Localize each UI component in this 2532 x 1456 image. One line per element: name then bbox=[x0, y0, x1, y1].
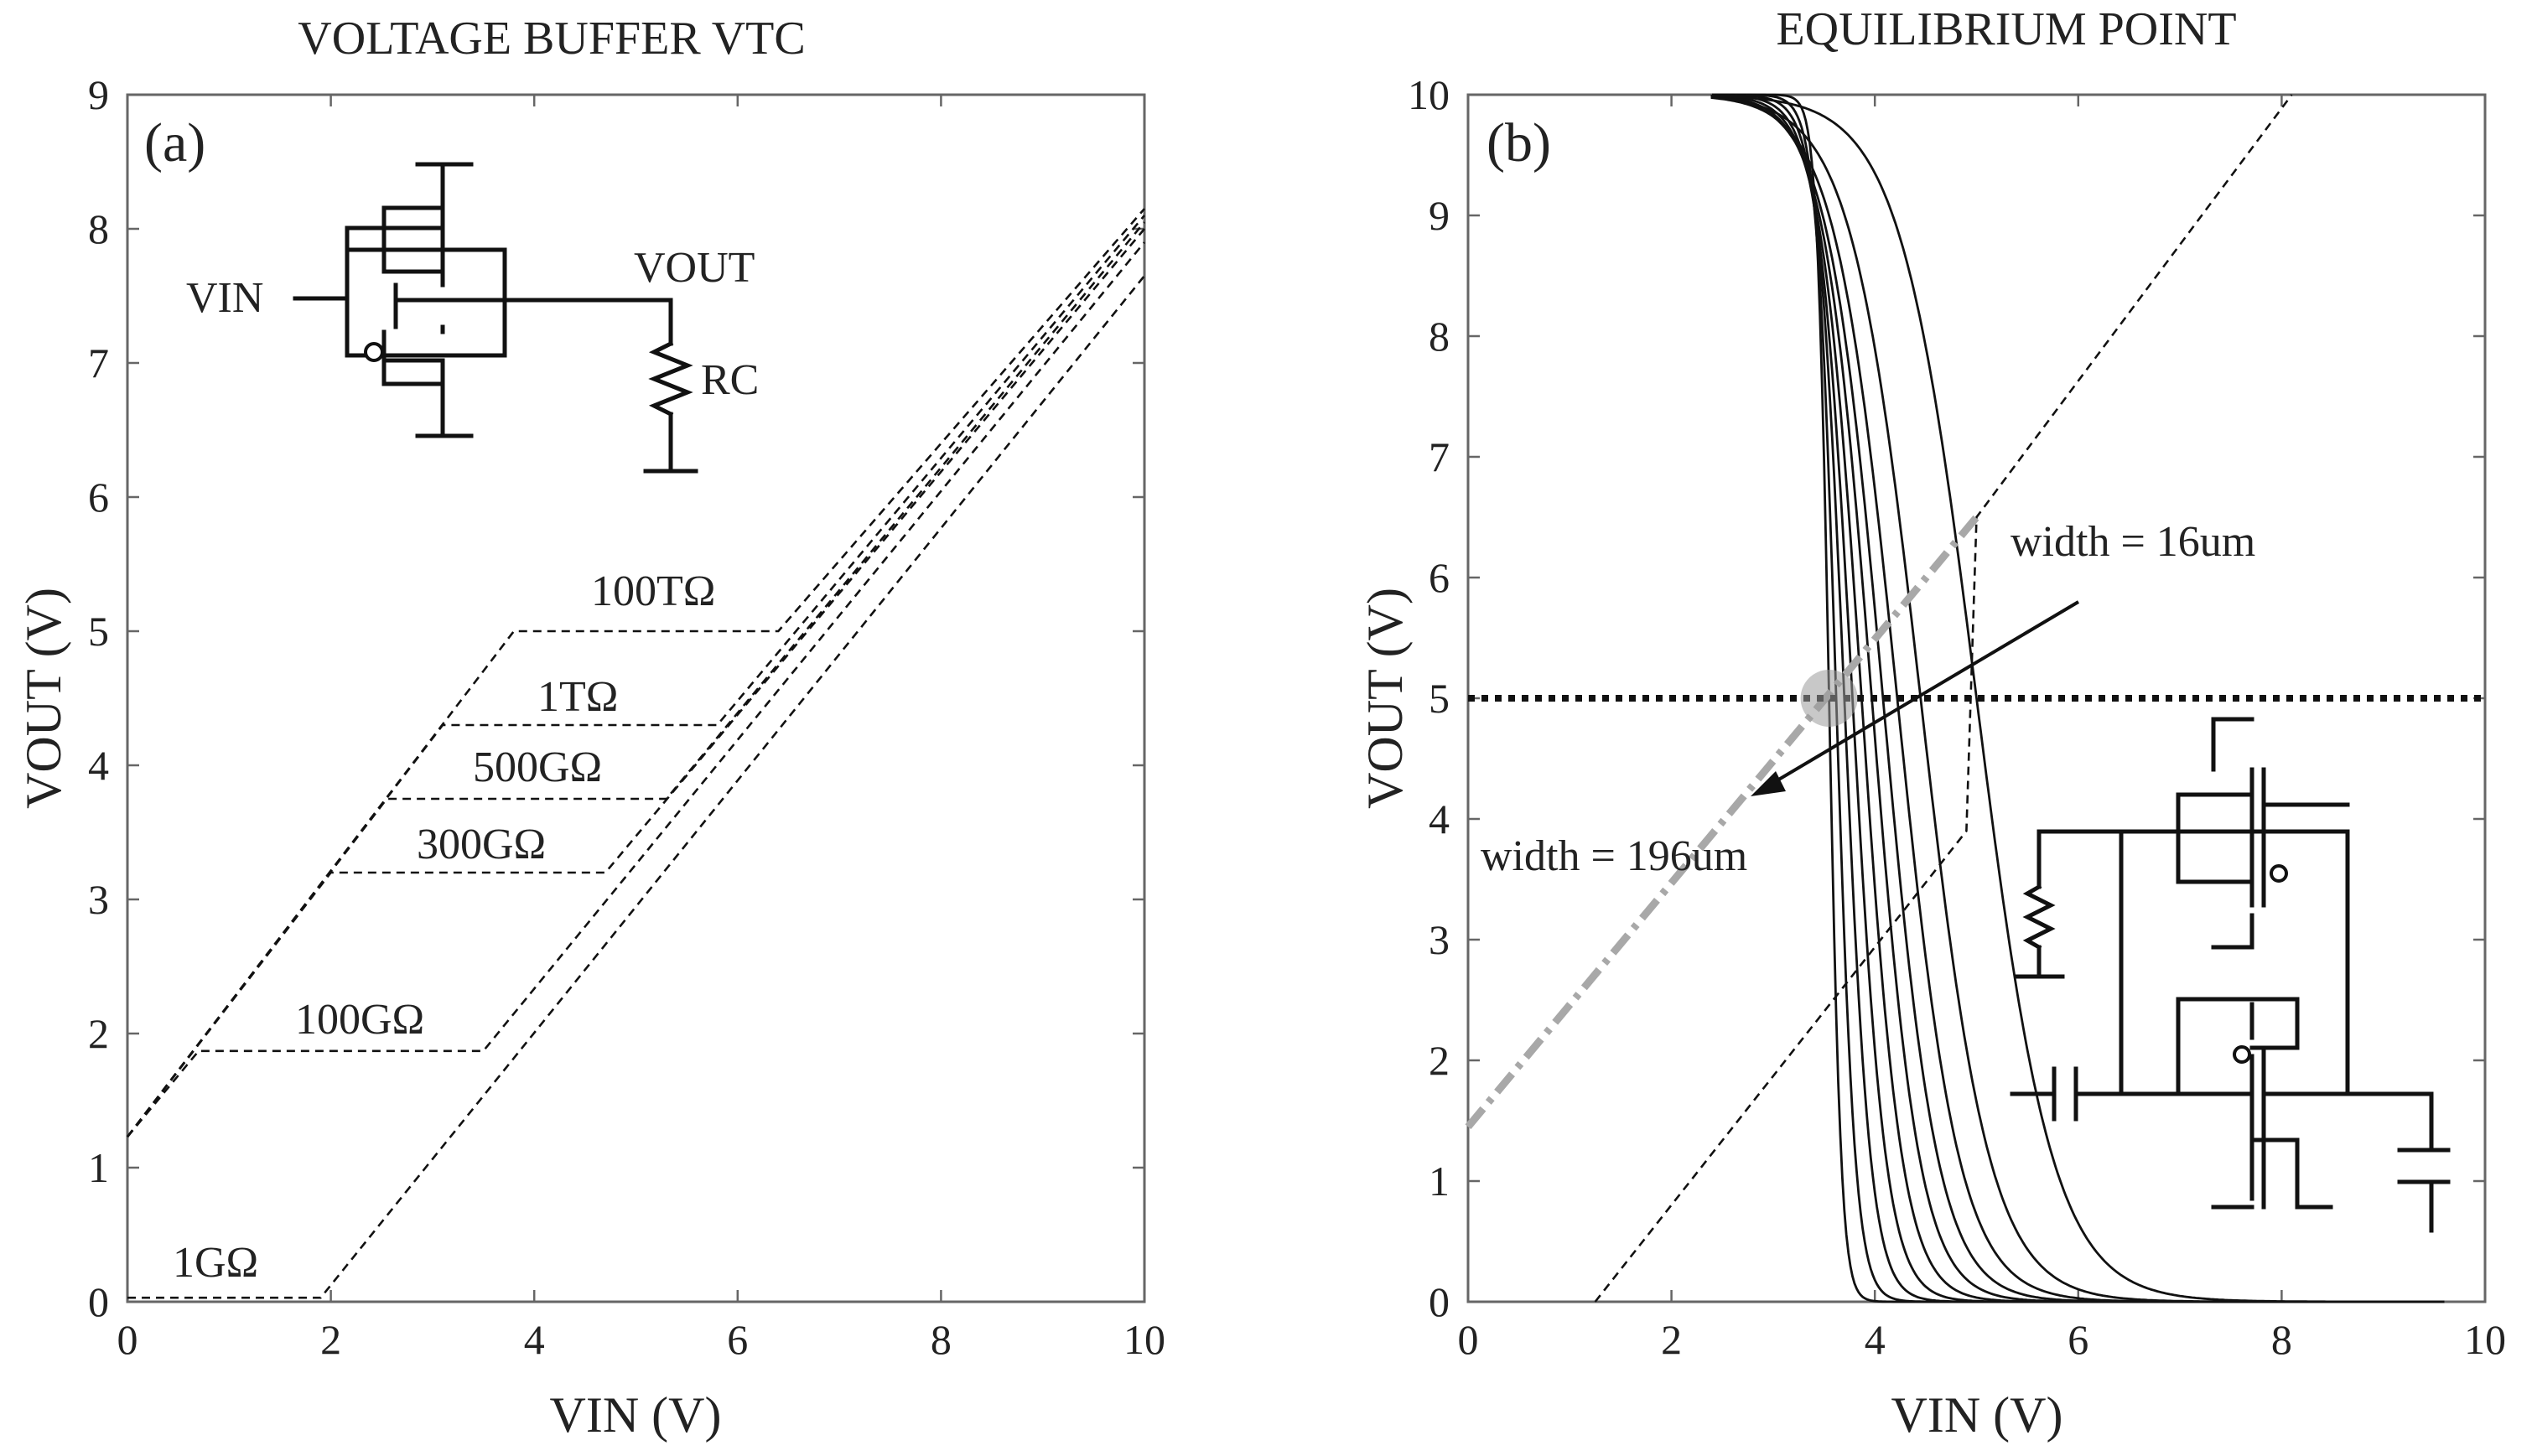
x-tick-label: 2 bbox=[320, 1316, 341, 1363]
panel-a-y-axis-label: VOUT (V) bbox=[16, 588, 71, 809]
pmos-bubble bbox=[364, 342, 384, 362]
series-label-1T: 1TΩ bbox=[537, 673, 618, 721]
y-tick-label: 2 bbox=[88, 1010, 109, 1057]
panel-a-title: VOLTAGE BUFFER VTC bbox=[298, 13, 805, 65]
y-tick-label: 3 bbox=[88, 876, 109, 923]
schematic-supply bbox=[381, 162, 474, 210]
series-line-100GΩ bbox=[126, 241, 1146, 1138]
width-arrow-line bbox=[1766, 600, 2080, 788]
panel-a-ticks: 0 2 4 6 8 10 0 1 2 3 4 5 6 7 8 9 bbox=[88, 71, 1165, 1363]
y-tick-label: 6 bbox=[88, 474, 109, 521]
x-tick-label: 10 bbox=[2464, 1316, 2506, 1363]
equilibrium-point-marker bbox=[1800, 670, 1858, 727]
panel-b-chart: EQUILIBRIUM POINT 0 2 4 6 8 10 0 1 2 3 4 5 6 7 8 9 10 (b… bbox=[1357, 3, 2506, 1443]
x-tick-label: 2 bbox=[1661, 1316, 1682, 1363]
inverter-bubble-1 bbox=[2270, 864, 2288, 883]
panel-a-label: (a) bbox=[144, 112, 205, 174]
inverter-bubble-2 bbox=[2233, 1045, 2251, 1064]
x-tick-label: 8 bbox=[931, 1316, 952, 1363]
panel-a-x-axis-label: VIN (V) bbox=[550, 1387, 722, 1443]
y-tick-label: 10 bbox=[1408, 71, 1450, 118]
y-tick-label: 4 bbox=[1429, 795, 1450, 842]
panel-b-curves bbox=[1465, 93, 2485, 1303]
series-line-100TΩ bbox=[126, 208, 1145, 1137]
y-tick-label: 8 bbox=[88, 205, 109, 252]
panel-b-ticks: 0 2 4 6 8 10 0 1 2 3 4 5 6 7 8 9 10 bbox=[1408, 71, 2506, 1363]
series-line-VTC-width-=-16um bbox=[1594, 94, 2293, 1303]
panel-b-y-axis-label: VOUT (V) bbox=[1357, 588, 1413, 809]
y-tick-label: 5 bbox=[88, 608, 109, 655]
panel-a-axes-frame bbox=[126, 93, 1146, 1303]
series-label-300G: 300GΩ bbox=[417, 821, 546, 868]
x-tick-label: 0 bbox=[117, 1316, 138, 1363]
label-width-16um: width = 16um bbox=[2011, 518, 2255, 566]
series-line-300GΩ bbox=[126, 228, 1145, 1137]
schematic-wires-b bbox=[2010, 717, 2451, 1233]
schematic-vout-label: VOUT bbox=[634, 244, 755, 292]
y-tick-label: 2 bbox=[1429, 1037, 1450, 1084]
panel-a-buffer-schematic: VIN VOUT RC bbox=[186, 162, 759, 474]
y-tick-label: 7 bbox=[88, 339, 109, 386]
y-tick-label: 1 bbox=[1429, 1158, 1450, 1205]
x-tick-label: 8 bbox=[2271, 1316, 2292, 1363]
inverter-vtc-curve bbox=[1710, 95, 2445, 1303]
schematic-wires bbox=[293, 162, 698, 474]
panel-a-curves bbox=[126, 208, 1146, 1299]
series-line-1TΩ bbox=[126, 215, 1145, 1137]
label-width-196um: width = 196um bbox=[1481, 832, 1747, 880]
y-tick-label: 5 bbox=[1429, 675, 1450, 722]
y-tick-label: 9 bbox=[1429, 192, 1450, 239]
series-line-width-=-196um bbox=[1465, 515, 1979, 1130]
y-tick-label: 9 bbox=[88, 71, 109, 118]
x-tick-label: 6 bbox=[727, 1316, 748, 1363]
panel-b-label: (b) bbox=[1487, 112, 1551, 174]
panel-b-title: EQUILIBRIUM POINT bbox=[1776, 3, 2236, 55]
x-tick-label: 0 bbox=[1458, 1316, 1479, 1363]
y-tick-label: 0 bbox=[88, 1278, 109, 1325]
y-tick-label: 4 bbox=[88, 742, 109, 789]
series-line-500GΩ bbox=[126, 221, 1146, 1137]
y-tick-label: 6 bbox=[1429, 554, 1450, 601]
y-tick-label: 8 bbox=[1429, 313, 1450, 360]
y-tick-label: 1 bbox=[88, 1144, 109, 1191]
series-label-100T: 100TΩ bbox=[591, 567, 715, 615]
x-tick-label: 6 bbox=[2068, 1316, 2088, 1363]
schematic-vin-label: VIN bbox=[186, 274, 263, 322]
x-tick-label: 4 bbox=[524, 1316, 545, 1363]
panel-b-x-axis-label: VIN (V) bbox=[1891, 1387, 2063, 1443]
series-line-1GΩ bbox=[127, 275, 1146, 1299]
series-label-100G: 100GΩ bbox=[295, 996, 424, 1044]
series-label-1G: 1GΩ bbox=[173, 1239, 258, 1287]
y-tick-label: 0 bbox=[1429, 1278, 1450, 1325]
schematic-rc-label: RC bbox=[701, 356, 759, 404]
series-label-500G: 500GΩ bbox=[473, 744, 602, 791]
y-tick-label: 7 bbox=[1429, 433, 1450, 480]
y-tick-label: 3 bbox=[1429, 916, 1450, 963]
x-tick-label: 4 bbox=[1865, 1316, 1886, 1363]
x-tick-label: 10 bbox=[1123, 1316, 1165, 1363]
width-arrow-head bbox=[1751, 771, 1786, 796]
panel-a-chart: VOLTAGE BUFFER VTC 0 2 4 6 8 10 0 1 2 3 4 5 6 7 8 9 (a)… bbox=[16, 13, 1165, 1443]
panel-b-inverter-schematic bbox=[2010, 717, 2451, 1233]
